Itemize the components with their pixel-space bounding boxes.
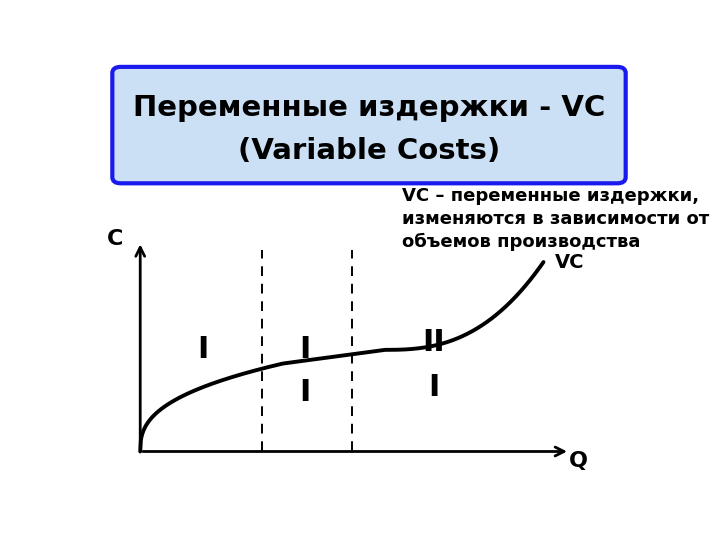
Text: Переменные издержки - VC: Переменные издержки - VC <box>133 94 605 123</box>
Text: (Variable Costs): (Variable Costs) <box>238 137 500 165</box>
Text: Q: Q <box>569 451 588 471</box>
Text: I: I <box>428 373 439 402</box>
Text: VC: VC <box>554 253 584 272</box>
Text: I: I <box>300 379 311 407</box>
Text: I: I <box>198 335 209 364</box>
Text: I: I <box>300 335 311 364</box>
Text: объемов производства: объемов производства <box>402 233 641 251</box>
FancyBboxPatch shape <box>112 67 626 183</box>
Text: изменяются в зависимости от: изменяются в зависимости от <box>402 211 710 228</box>
Text: C: C <box>107 230 123 249</box>
Text: II: II <box>422 328 445 356</box>
Text: VC – переменные издержки,: VC – переменные издержки, <box>402 187 700 205</box>
